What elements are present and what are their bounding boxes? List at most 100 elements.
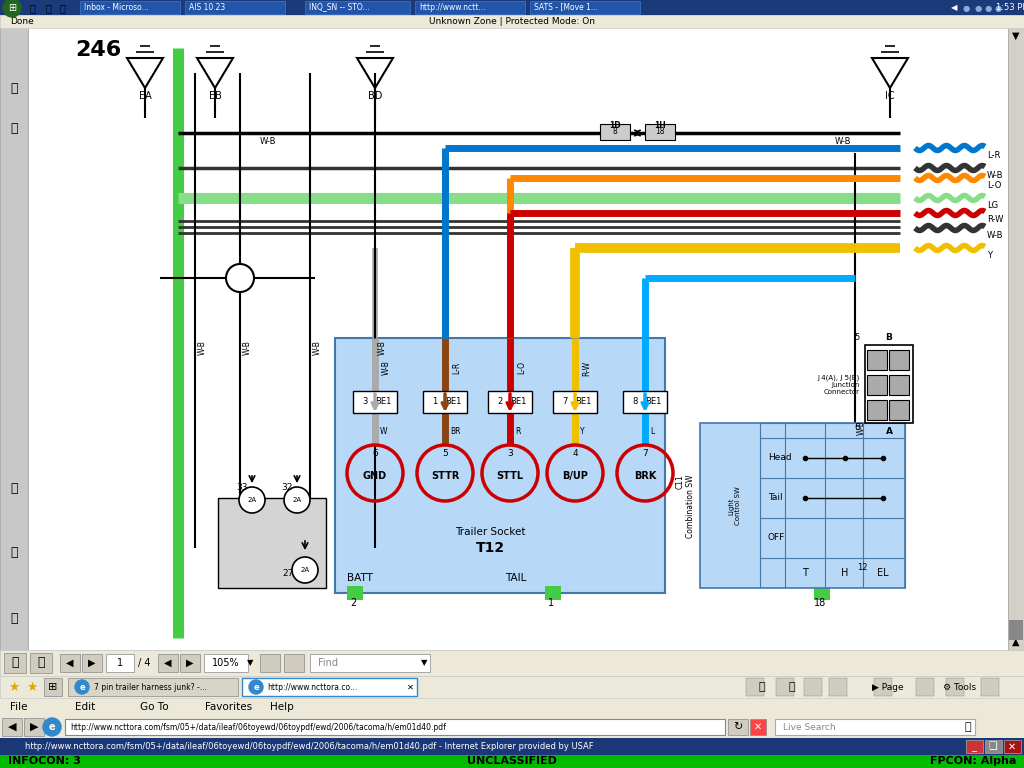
Text: ✕: ✕ bbox=[754, 722, 762, 732]
FancyBboxPatch shape bbox=[284, 654, 304, 672]
Text: L: L bbox=[650, 426, 654, 435]
Text: http://www.ncttora.com/fsm/05+/data/ileaf/06toyewd/06toypdf/ewd/2006/tacoma/h/em: http://www.ncttora.com/fsm/05+/data/ilea… bbox=[25, 742, 594, 751]
Text: ▼: ▼ bbox=[421, 658, 427, 667]
Text: INFOCON: 3: INFOCON: 3 bbox=[8, 756, 81, 766]
FancyBboxPatch shape bbox=[1004, 740, 1021, 753]
Text: 8: 8 bbox=[632, 398, 638, 406]
Text: J 4(A), J 5(B)
Junction
Connector: J 4(A), J 5(B) Junction Connector bbox=[818, 375, 860, 396]
Text: ✕: ✕ bbox=[407, 683, 414, 691]
Text: 2: 2 bbox=[350, 598, 356, 608]
Text: ●: ● bbox=[984, 4, 991, 12]
Text: 7: 7 bbox=[642, 449, 648, 458]
FancyBboxPatch shape bbox=[1008, 28, 1024, 650]
Text: W-B: W-B bbox=[243, 340, 252, 356]
FancyBboxPatch shape bbox=[916, 678, 934, 696]
FancyBboxPatch shape bbox=[645, 124, 675, 140]
Text: 📁: 📁 bbox=[45, 3, 51, 13]
FancyBboxPatch shape bbox=[60, 654, 80, 672]
Text: ▲: ▲ bbox=[1013, 637, 1020, 647]
Text: 8: 8 bbox=[612, 127, 617, 137]
Text: TAIL: TAIL bbox=[505, 573, 526, 583]
Text: ↻: ↻ bbox=[733, 722, 742, 732]
FancyBboxPatch shape bbox=[889, 375, 909, 395]
FancyBboxPatch shape bbox=[728, 719, 748, 735]
Text: ⊞: ⊞ bbox=[48, 682, 57, 692]
Text: 📡: 📡 bbox=[788, 682, 796, 692]
FancyBboxPatch shape bbox=[0, 28, 28, 650]
FancyBboxPatch shape bbox=[966, 740, 983, 753]
Text: STTR: STTR bbox=[431, 471, 459, 481]
FancyBboxPatch shape bbox=[0, 716, 1024, 738]
Text: A: A bbox=[886, 426, 893, 435]
Text: 📺: 📺 bbox=[59, 3, 65, 13]
Text: W-B: W-B bbox=[987, 170, 1004, 180]
Text: BRK: BRK bbox=[634, 471, 656, 481]
FancyBboxPatch shape bbox=[218, 498, 326, 588]
Text: e: e bbox=[49, 722, 55, 732]
Text: ▶: ▶ bbox=[88, 658, 96, 668]
Text: BE1: BE1 bbox=[574, 398, 591, 406]
Circle shape bbox=[226, 264, 254, 292]
FancyBboxPatch shape bbox=[204, 654, 248, 672]
Text: 💾: 💾 bbox=[37, 657, 45, 670]
FancyBboxPatch shape bbox=[106, 654, 134, 672]
FancyBboxPatch shape bbox=[600, 124, 630, 140]
FancyBboxPatch shape bbox=[874, 678, 892, 696]
FancyBboxPatch shape bbox=[1002, 1, 1024, 14]
Text: R: R bbox=[515, 426, 520, 435]
Text: Y: Y bbox=[987, 250, 992, 260]
Text: ◀: ◀ bbox=[164, 658, 172, 668]
Text: Unknown Zone | Protected Mode: On: Unknown Zone | Protected Mode: On bbox=[429, 17, 595, 26]
FancyBboxPatch shape bbox=[0, 738, 1024, 755]
Text: T: T bbox=[802, 568, 808, 578]
FancyBboxPatch shape bbox=[1009, 620, 1023, 640]
Text: 🔍: 🔍 bbox=[965, 722, 972, 732]
Text: ●: ● bbox=[975, 4, 982, 12]
Text: W-B: W-B bbox=[857, 421, 866, 435]
Text: 1: 1 bbox=[117, 658, 123, 668]
FancyBboxPatch shape bbox=[776, 678, 794, 696]
Text: INQ_SN -- STO...: INQ_SN -- STO... bbox=[309, 2, 370, 12]
FancyBboxPatch shape bbox=[4, 653, 26, 673]
Text: Favorites: Favorites bbox=[205, 702, 252, 712]
Text: File: File bbox=[10, 702, 28, 712]
Text: R-W: R-W bbox=[582, 360, 591, 376]
FancyBboxPatch shape bbox=[804, 678, 822, 696]
Text: 32: 32 bbox=[281, 484, 293, 492]
Text: BATT: BATT bbox=[347, 573, 373, 583]
Text: Trailer Socket: Trailer Socket bbox=[455, 527, 525, 537]
Text: W-B: W-B bbox=[198, 340, 207, 356]
Text: UNCLASSIFIED: UNCLASSIFIED bbox=[467, 756, 557, 766]
Text: Head: Head bbox=[768, 453, 792, 462]
FancyBboxPatch shape bbox=[775, 719, 975, 735]
Text: _: _ bbox=[972, 741, 977, 752]
FancyBboxPatch shape bbox=[180, 654, 200, 672]
FancyBboxPatch shape bbox=[814, 586, 830, 600]
FancyBboxPatch shape bbox=[158, 654, 178, 672]
Text: OFF: OFF bbox=[768, 534, 785, 542]
Text: 💬: 💬 bbox=[10, 482, 17, 495]
Text: 📄: 📄 bbox=[10, 611, 17, 624]
Text: H: H bbox=[842, 568, 849, 578]
FancyBboxPatch shape bbox=[44, 678, 62, 696]
FancyBboxPatch shape bbox=[889, 400, 909, 420]
Text: ▼: ▼ bbox=[1013, 31, 1020, 41]
Text: Light
Control SW: Light Control SW bbox=[728, 487, 741, 525]
Text: 27: 27 bbox=[283, 568, 294, 578]
FancyBboxPatch shape bbox=[347, 586, 362, 600]
Text: 18: 18 bbox=[814, 598, 826, 608]
Text: 5: 5 bbox=[855, 333, 860, 343]
Text: ◀: ◀ bbox=[8, 722, 16, 732]
Text: 12: 12 bbox=[857, 564, 867, 572]
Circle shape bbox=[43, 718, 61, 736]
FancyBboxPatch shape bbox=[867, 350, 887, 370]
Text: SATS - [Move 1...: SATS - [Move 1... bbox=[534, 2, 598, 12]
FancyBboxPatch shape bbox=[488, 391, 532, 413]
FancyBboxPatch shape bbox=[867, 375, 887, 395]
Text: 1: 1 bbox=[432, 398, 437, 406]
Text: 🏠: 🏠 bbox=[759, 682, 765, 692]
Text: W-B: W-B bbox=[378, 340, 387, 356]
FancyBboxPatch shape bbox=[985, 740, 1002, 753]
Text: GND: GND bbox=[362, 471, 387, 481]
Text: 🌐: 🌐 bbox=[29, 3, 35, 13]
